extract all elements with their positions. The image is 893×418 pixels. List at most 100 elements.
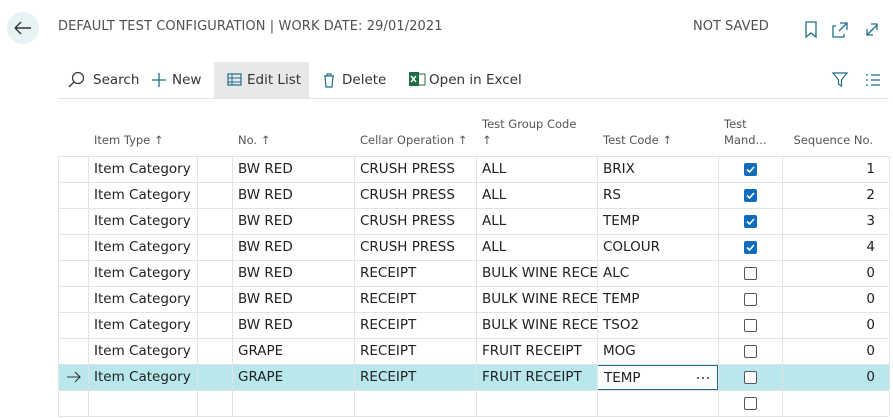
checkbox[interactable]	[744, 293, 757, 306]
checkbox[interactable]	[744, 345, 757, 358]
toolbar-edit-list[interactable]: Edit List	[247, 72, 302, 88]
cellar-operation-cell[interactable]: CRUSH PRESS	[360, 213, 455, 229]
search-icon	[68, 71, 85, 88]
item-type-cell[interactable]: Item Category	[94, 369, 191, 385]
sequence-no-cell[interactable]: 1	[866, 161, 875, 177]
checkbox[interactable]	[744, 397, 757, 410]
test-group-code-cell[interactable]: ALL	[482, 187, 507, 203]
checkbox[interactable]	[744, 163, 757, 176]
test-group-code-cell[interactable]: FRUIT RECEIPT	[482, 369, 582, 385]
item-type-cell[interactable]: Item Category	[94, 343, 191, 359]
column-header[interactable]: Sequence No.	[793, 133, 873, 147]
column-line	[197, 156, 198, 416]
checkbox[interactable]	[744, 189, 757, 202]
cellar-operation-cell[interactable]: RECEIPT	[360, 291, 417, 307]
header-icons[interactable]	[800, 18, 890, 40]
test-group-code-cell[interactable]: ALL	[482, 213, 507, 229]
checkbox[interactable]	[744, 319, 757, 332]
item-type-cell[interactable]: Item Category	[94, 291, 191, 307]
check-mark	[746, 218, 755, 226]
column-header[interactable]: No. ↑	[238, 133, 271, 147]
checkbox[interactable]	[744, 215, 757, 228]
column-header[interactable]: Cellar Operation ↑	[360, 133, 468, 147]
no-cell[interactable]: BW RED	[238, 265, 293, 281]
no-cell[interactable]: BW RED	[238, 239, 293, 255]
no-cell[interactable]: GRAPE	[238, 369, 284, 385]
test-code-cell[interactable]: BRIX	[603, 161, 635, 177]
column-header[interactable]: Test Group Code	[482, 117, 577, 131]
cellar-operation-cell[interactable]: RECEIPT	[360, 369, 417, 385]
column-header[interactable]: Test Code ↑	[603, 133, 673, 147]
test-code-cell[interactable]: COLOUR	[603, 239, 660, 255]
checkbox[interactable]	[744, 267, 757, 280]
test-group-code-cell[interactable]: FRUIT RECEIPT	[482, 343, 582, 359]
check-mark	[746, 192, 755, 200]
item-type-cell[interactable]: Item Category	[94, 239, 191, 255]
test-code-cell[interactable]: MOG	[603, 343, 636, 359]
sequence-no-cell[interactable]: 4	[866, 239, 875, 255]
row-line	[58, 208, 889, 209]
no-cell[interactable]: BW RED	[238, 291, 293, 307]
row-line	[58, 416, 889, 417]
test-group-code-cell[interactable]: BULK WINE RECE...	[482, 317, 597, 333]
toolbar-open-in-excel[interactable]: Open in Excel	[429, 72, 522, 88]
checkbox[interactable]	[744, 371, 757, 384]
cellar-operation-cell[interactable]: CRUSH PRESS	[360, 239, 455, 255]
item-type-cell[interactable]: Item Category	[94, 161, 191, 177]
row-line	[58, 156, 889, 157]
toolbar-new[interactable]: New	[172, 72, 202, 88]
item-type-cell[interactable]: Item Category	[94, 187, 191, 203]
sequence-no-cell[interactable]: 0	[866, 317, 875, 333]
test-code-cell[interactable]: ALC	[603, 265, 630, 281]
no-cell[interactable]: GRAPE	[238, 343, 284, 359]
test-code-cell[interactable]: RS	[603, 187, 621, 203]
toolbar-delete[interactable]: Delete	[342, 72, 387, 88]
no-cell[interactable]: BW RED	[238, 187, 293, 203]
no-cell[interactable]: BW RED	[238, 213, 293, 229]
back-button[interactable]	[6, 11, 40, 45]
cellar-operation-cell[interactable]: CRUSH PRESS	[360, 187, 455, 203]
toolbar-right-icons[interactable]	[830, 70, 880, 90]
no-cell[interactable]: BW RED	[238, 317, 293, 333]
test-group-code-cell[interactable]: ALL	[482, 161, 507, 177]
column-header[interactable]: Mand...	[724, 133, 767, 147]
sequence-no-cell[interactable]: 0	[866, 343, 875, 359]
sequence-no-cell[interactable]: 2	[866, 187, 875, 203]
test-code-cell[interactable]: TEMP	[603, 291, 640, 307]
check-mark	[746, 166, 755, 174]
row-line	[58, 312, 889, 313]
column-line	[354, 156, 355, 416]
test-group-code-cell[interactable]: BULK WINE RECE...	[482, 265, 597, 281]
row-line	[58, 260, 889, 261]
test-group-code-cell[interactable]: ALL	[482, 239, 507, 255]
page-title: DEFAULT TEST CONFIGURATION | WORK DATE: …	[58, 19, 443, 34]
column-header[interactable]: ↑	[482, 133, 492, 147]
row-indicator	[67, 371, 81, 383]
column-line	[889, 156, 890, 416]
row-line	[58, 390, 889, 391]
cellar-operation-cell[interactable]: RECEIPT	[360, 343, 417, 359]
item-type-cell[interactable]: Item Category	[94, 317, 191, 333]
cellar-operation-cell[interactable]: CRUSH PRESS	[360, 161, 455, 177]
column-header[interactable]: Item Type ↑	[94, 133, 164, 147]
sequence-no-cell[interactable]: 3	[866, 213, 875, 229]
toolbar-selected-bg	[214, 62, 309, 98]
column-line	[88, 156, 89, 416]
excel-icon	[409, 72, 426, 86]
toolbar-search[interactable]: Search	[93, 72, 140, 88]
cellar-operation-cell[interactable]: RECEIPT	[360, 317, 417, 333]
cellar-operation-cell[interactable]: RECEIPT	[360, 265, 417, 281]
test-code-cell[interactable]: TSO2	[603, 317, 640, 333]
item-type-cell[interactable]: Item Category	[94, 265, 191, 281]
lookup-button[interactable]	[696, 375, 710, 381]
sequence-no-cell[interactable]: 0	[866, 369, 875, 385]
no-cell[interactable]: BW RED	[238, 161, 293, 177]
sequence-no-cell[interactable]: 0	[866, 291, 875, 307]
test-group-code-cell[interactable]: BULK WINE RECE...	[482, 291, 597, 307]
column-header[interactable]: Test	[724, 117, 747, 131]
test-code-cell[interactable]: TEMP	[603, 213, 640, 229]
item-type-cell[interactable]: Item Category	[94, 213, 191, 229]
checkbox[interactable]	[744, 241, 757, 254]
sequence-no-cell[interactable]: 0	[866, 265, 875, 281]
